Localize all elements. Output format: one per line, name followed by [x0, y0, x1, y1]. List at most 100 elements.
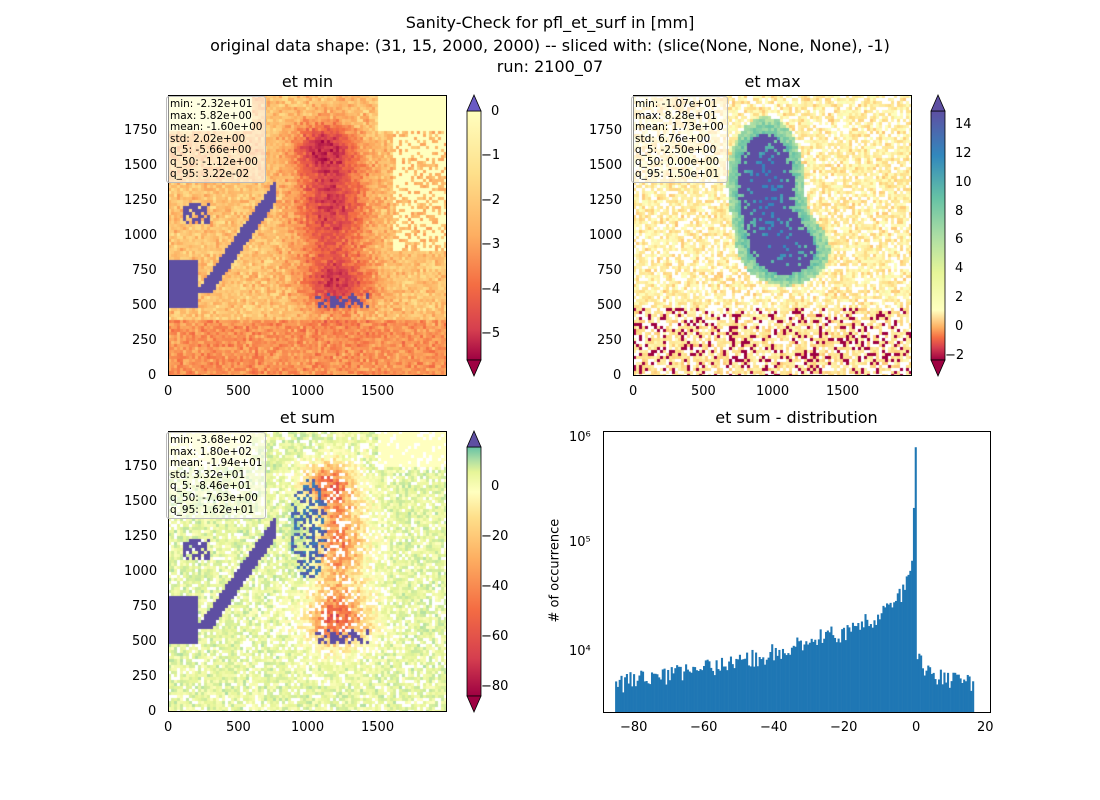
histogram-bar — [857, 623, 860, 713]
ytick-label: 1750 — [589, 123, 623, 138]
colorbar-tick: 0 — [955, 319, 964, 334]
histogram-bar — [672, 673, 675, 713]
histogram-plot — [603, 431, 991, 713]
histogram-bar — [880, 613, 883, 713]
histogram-bar — [803, 644, 806, 713]
histogram-bar — [767, 657, 770, 713]
histogram-bar — [868, 626, 871, 713]
histogram-bar — [699, 669, 702, 713]
xtick-label: 1000 — [291, 384, 325, 399]
histogram-bar — [629, 672, 632, 713]
histogram-bar — [643, 681, 646, 713]
histogram-bar — [961, 683, 964, 713]
histogram-bar — [812, 641, 815, 713]
histogram-bar — [939, 669, 942, 713]
histogram-bar — [758, 656, 761, 713]
ytick-label: 1250 — [124, 193, 158, 208]
stat-line: max: 5.82e+00 — [170, 109, 252, 122]
stat-line: std: 2.02e+00 — [170, 132, 246, 145]
histogram-bar — [654, 673, 657, 713]
histogram-bar — [778, 649, 781, 713]
ytick-label: 1000 — [124, 564, 158, 579]
stat-line: std: 6.76e+00 — [635, 132, 711, 145]
histogram-bar — [742, 659, 745, 713]
histogram-bar — [747, 665, 750, 713]
histogram-bar — [816, 644, 819, 713]
ytick-label: 1500 — [124, 494, 158, 509]
histogram-bar — [837, 638, 840, 713]
histogram-bar — [642, 671, 645, 713]
histogram-bar — [647, 683, 650, 713]
histogram-bar — [911, 560, 914, 713]
ytick-label: 1750 — [124, 459, 158, 474]
histogram-bar — [668, 680, 672, 713]
ytick-label: 250 — [132, 333, 157, 348]
histogram-bar — [832, 635, 835, 713]
histogram-bar — [955, 674, 959, 713]
panel-title-et-max: et max — [744, 72, 801, 91]
histogram-bar — [894, 600, 898, 713]
histogram-bar — [945, 682, 948, 713]
panel-title-et-min: et min — [281, 72, 334, 91]
histogram-bar — [964, 681, 968, 713]
ytick-label: 250 — [132, 669, 157, 684]
histogram-bar — [798, 641, 801, 713]
histogram-bar — [762, 657, 765, 713]
stats-box-et-max: min: -1.07e+01 max: 8.28e+01 mean: 1.73e… — [631, 96, 728, 184]
xtick-label: 500 — [691, 384, 716, 399]
histogram-bar — [681, 680, 684, 713]
stats-box-et-sum: min: -3.68e+02 max: 1.80e+02 mean: -1.94… — [166, 432, 267, 520]
histogram-bar — [891, 607, 894, 713]
panel-title-et-sum: et sum — [279, 408, 336, 427]
histogram-bar — [661, 669, 664, 713]
histogram-bar — [864, 614, 867, 713]
histogram-bar — [884, 607, 887, 713]
histogram-bar — [887, 604, 890, 713]
histogram-bar — [708, 661, 711, 713]
histogram-bar — [825, 631, 828, 713]
ytick-label: 1500 — [124, 158, 158, 173]
histogram-bar — [688, 671, 691, 713]
xtick-label: 0 — [912, 720, 921, 735]
histogram-bar — [930, 673, 933, 713]
histogram-bar — [839, 642, 842, 713]
colorbar-et-min — [466, 94, 482, 377]
colorbar-tick: 2 — [955, 290, 964, 305]
histogram-bar — [695, 670, 698, 713]
histogram-bar — [719, 670, 722, 713]
stat-line: min: -1.07e+01 — [635, 98, 718, 110]
histogram-bar — [912, 507, 916, 713]
histogram-bar — [929, 667, 932, 713]
histogram-bar — [749, 666, 752, 713]
histogram-bar — [850, 631, 853, 713]
histogram-bar — [848, 627, 851, 713]
histogram-bar — [755, 652, 758, 713]
ytick-label: 750 — [597, 263, 622, 278]
xtick-label: 500 — [226, 720, 251, 735]
histogram-bar — [683, 671, 686, 713]
histogram-bar — [735, 658, 738, 713]
histogram-bar — [889, 602, 892, 713]
histogram-bar — [903, 589, 907, 713]
xtick-label: −20 — [830, 720, 858, 735]
histogram-bar — [627, 683, 630, 713]
histogram-bar — [954, 672, 957, 713]
histogram-bar — [801, 650, 804, 713]
histogram-bar — [622, 692, 625, 713]
histogram-bar — [697, 670, 700, 713]
ytick-label: 10⁶ — [569, 430, 591, 445]
histogram-bar — [936, 684, 939, 713]
histogram-bar — [731, 664, 734, 713]
ytick-label: 0 — [148, 704, 157, 719]
histogram-bar — [676, 665, 679, 713]
histogram-bar — [938, 679, 941, 713]
colorbar-tick: −20 — [481, 529, 509, 544]
histogram-bar — [918, 653, 921, 713]
histogram-bar — [855, 626, 858, 713]
histogram-bar — [826, 630, 829, 713]
histogram-bar — [789, 654, 792, 713]
xtick-label: 20 — [977, 720, 994, 735]
histogram-bar — [921, 668, 924, 713]
histogram-bar — [649, 684, 652, 713]
histogram-bar — [943, 672, 946, 713]
